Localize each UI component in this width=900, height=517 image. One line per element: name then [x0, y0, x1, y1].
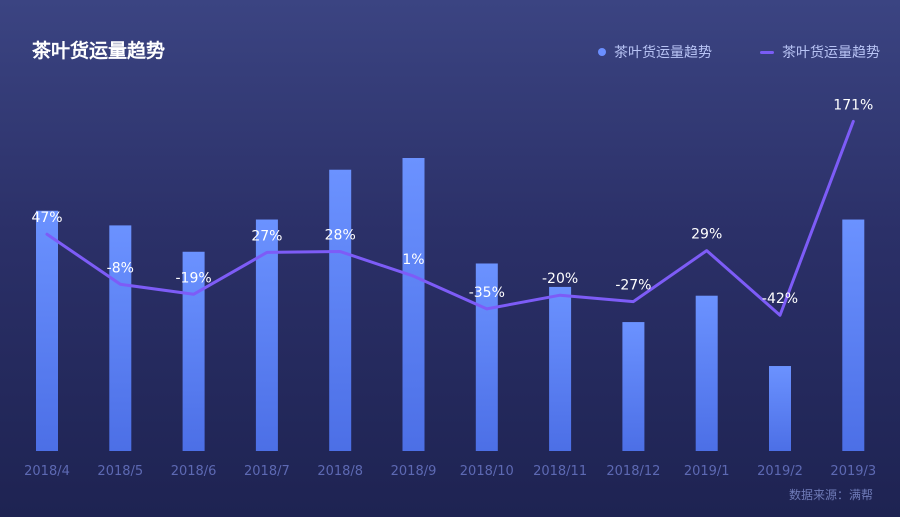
- x-tick-label: 2019/2: [757, 464, 803, 479]
- bar-series: [36, 158, 865, 451]
- bar[interactable]: [109, 225, 132, 451]
- line-data-label: 171%: [833, 97, 873, 113]
- x-axis: 2018/4 2018/5 2018/6 2018/7 2018/8 2018/9 2018…: [24, 464, 876, 479]
- legend-label-bar: 茶叶货运量趋势: [614, 45, 712, 61]
- line-data-label: -42%: [762, 291, 798, 307]
- line-data-label: 47%: [31, 210, 62, 226]
- line-data-label: 29%: [691, 227, 722, 243]
- bar[interactable]: [329, 169, 352, 451]
- x-tick-label: 2018/9: [391, 464, 437, 479]
- bar[interactable]: [475, 263, 498, 451]
- chart-title: 茶叶货运量趋势: [32, 40, 166, 62]
- bar[interactable]: [769, 366, 791, 451]
- line-data-label: -35%: [469, 285, 505, 301]
- line-data-label: -27%: [615, 278, 651, 294]
- legend-label-line: 茶叶货运量趋势: [782, 45, 880, 61]
- line-data-label: 1%: [402, 252, 424, 268]
- x-tick-label: 2019/1: [684, 464, 730, 479]
- bar[interactable]: [842, 219, 865, 451]
- chart-legend: 茶叶货运量趋势 茶叶货运量趋势: [598, 42, 880, 62]
- x-tick-label: 2018/10: [460, 464, 514, 479]
- legend-dot-icon: [598, 48, 606, 56]
- line-data-label: -19%: [176, 270, 212, 286]
- trend-line: [45, 119, 855, 317]
- bar[interactable]: [695, 295, 718, 451]
- legend-line-icon: [760, 50, 774, 54]
- legend-item-line[interactable]: 茶叶货运量趋势: [760, 42, 880, 62]
- x-tick-label: 2018/12: [606, 464, 660, 479]
- x-tick-label: 2018/4: [24, 464, 70, 479]
- bar[interactable]: [622, 322, 645, 451]
- x-tick-label: 2018/7: [244, 464, 290, 479]
- line-data-label: 27%: [251, 228, 282, 244]
- x-tick-label: 2019/3: [830, 464, 876, 479]
- bar[interactable]: [36, 210, 58, 451]
- bar[interactable]: [402, 158, 425, 451]
- line-data-label: 28%: [325, 228, 356, 244]
- data-labels: 47% -8% -19% 27% 28% 1% -35% -20% -27% 29% -42% 171…: [31, 97, 873, 307]
- line-data-label: -8%: [107, 260, 134, 276]
- data-source-note: 数据来源：满帮: [788, 488, 873, 502]
- bar[interactable]: [182, 251, 205, 451]
- line-data-label: -20%: [542, 271, 578, 287]
- x-tick-label: 2018/8: [317, 464, 363, 479]
- legend-item-bar[interactable]: 茶叶货运量趋势: [598, 42, 712, 62]
- line-series: [45, 119, 855, 317]
- bar[interactable]: [255, 219, 278, 451]
- x-tick-label: 2018/6: [171, 464, 217, 479]
- bar[interactable]: [549, 286, 572, 451]
- x-tick-label: 2018/5: [97, 464, 143, 479]
- x-tick-label: 2018/11: [533, 464, 587, 479]
